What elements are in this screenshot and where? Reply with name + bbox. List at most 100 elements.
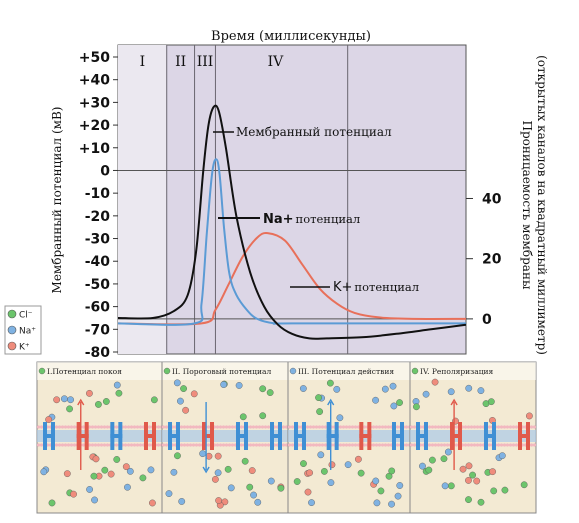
lipid-head — [356, 443, 361, 447]
lipid-head — [374, 443, 379, 447]
ion-particle — [150, 396, 158, 404]
lipid-head — [230, 425, 235, 429]
lipid-head — [239, 425, 244, 429]
lipid-head — [466, 425, 471, 429]
ion-particle — [441, 482, 449, 490]
ion-particle — [60, 395, 68, 403]
lipid-head — [87, 443, 92, 447]
y-tick-label: -10 — [85, 186, 111, 202]
lipid-head — [105, 443, 110, 447]
lipid-head — [311, 425, 316, 429]
ion-particle — [48, 499, 56, 507]
ion-particle — [266, 389, 274, 396]
lipid-head — [147, 425, 152, 429]
ion-particle — [211, 475, 219, 483]
y-tick-label: +40 — [79, 73, 110, 89]
lipid-head — [63, 425, 68, 429]
panel-ion-icon — [163, 367, 171, 375]
lipid-head — [487, 443, 492, 447]
lipid-head — [374, 425, 379, 429]
lipid-head — [287, 443, 292, 447]
panel-header — [288, 362, 410, 380]
lipid-head — [362, 443, 367, 447]
ion-particle — [250, 491, 257, 499]
y-tick-label: +10 — [79, 141, 110, 157]
lipid-head — [164, 425, 169, 429]
ion-particle — [469, 471, 476, 479]
lipid-head — [164, 443, 169, 447]
lipid-head — [69, 425, 74, 429]
ion-particle — [473, 477, 481, 485]
ion-particle — [248, 467, 256, 474]
lipid-head — [126, 443, 131, 447]
lipid-head — [305, 443, 310, 447]
lipid-head — [412, 425, 417, 429]
lipid-head — [81, 425, 86, 429]
phase-label: I — [140, 54, 146, 70]
lipid-head — [129, 425, 134, 429]
lipid-head — [317, 425, 322, 429]
lipid-head — [224, 425, 229, 429]
lipid-head — [224, 443, 229, 447]
lipid-head — [102, 443, 107, 447]
ion-particle — [90, 472, 98, 480]
membrane-band — [162, 430, 288, 442]
ion-particle — [501, 486, 509, 494]
lipid-head — [54, 443, 59, 447]
lipid-head — [508, 443, 513, 447]
ion-particle — [227, 484, 235, 492]
ion-particle — [477, 498, 485, 506]
ion-channel — [236, 434, 248, 438]
membrane-annotation: Мембранный потенциал — [236, 125, 392, 139]
ion-particle — [465, 477, 472, 484]
lipid-head — [72, 425, 77, 429]
lipid-head — [463, 425, 468, 429]
ion-particle — [199, 450, 207, 458]
k-permeability-curve — [118, 231, 466, 326]
lipid-head — [132, 425, 137, 429]
ion-particle — [465, 496, 472, 504]
y-tick-label: +50 — [79, 50, 110, 66]
lipid-head — [218, 425, 223, 429]
lipid-head — [132, 443, 137, 447]
ion-particle — [520, 481, 528, 489]
ion-particle — [490, 487, 498, 495]
lipid-head — [221, 443, 226, 447]
y-tick-label: -20 — [85, 209, 111, 225]
ion-particle — [53, 396, 61, 404]
lipid-head — [57, 425, 62, 429]
lipid-head — [362, 425, 367, 429]
phase-label: IV — [268, 54, 285, 70]
y2-axis-label-line1: Проницаемость мембраны — [520, 121, 534, 290]
lipid-head — [347, 443, 352, 447]
lipid-head — [311, 443, 316, 447]
arrow-head-icon — [202, 466, 210, 474]
lipid-head — [182, 425, 187, 429]
lipid-head — [257, 443, 262, 447]
legend-label: Cl⁻ — [19, 311, 33, 321]
lipid-head — [206, 425, 211, 429]
na-annotation-main: Na+ — [263, 212, 294, 227]
ion-particle — [113, 381, 121, 389]
ion-particle — [431, 378, 439, 386]
ion-particle — [107, 470, 115, 478]
y-axis-ticks: +50 +40 +30 +20 +10 0 -10 -20 -30 -40 -50 -60 -70 -80 — [79, 50, 118, 361]
lipid-head — [499, 425, 504, 429]
legend-ion-icon — [7, 341, 17, 351]
lipid-head — [532, 443, 537, 447]
lipid-head — [191, 443, 196, 447]
ion-channel — [168, 434, 180, 438]
lipid-head — [436, 425, 441, 429]
ion-channel — [392, 434, 404, 438]
lipid-head — [96, 443, 101, 447]
lipid-head — [99, 443, 104, 447]
lipid-head — [475, 443, 480, 447]
lipid-head — [341, 443, 346, 447]
ion-channel — [359, 434, 372, 438]
ion-particle — [126, 467, 134, 475]
ion-particle — [86, 486, 93, 493]
ion-particle — [215, 497, 223, 504]
ion-particle — [315, 394, 322, 402]
lipid-head — [409, 425, 414, 429]
ion-particle — [214, 452, 222, 460]
